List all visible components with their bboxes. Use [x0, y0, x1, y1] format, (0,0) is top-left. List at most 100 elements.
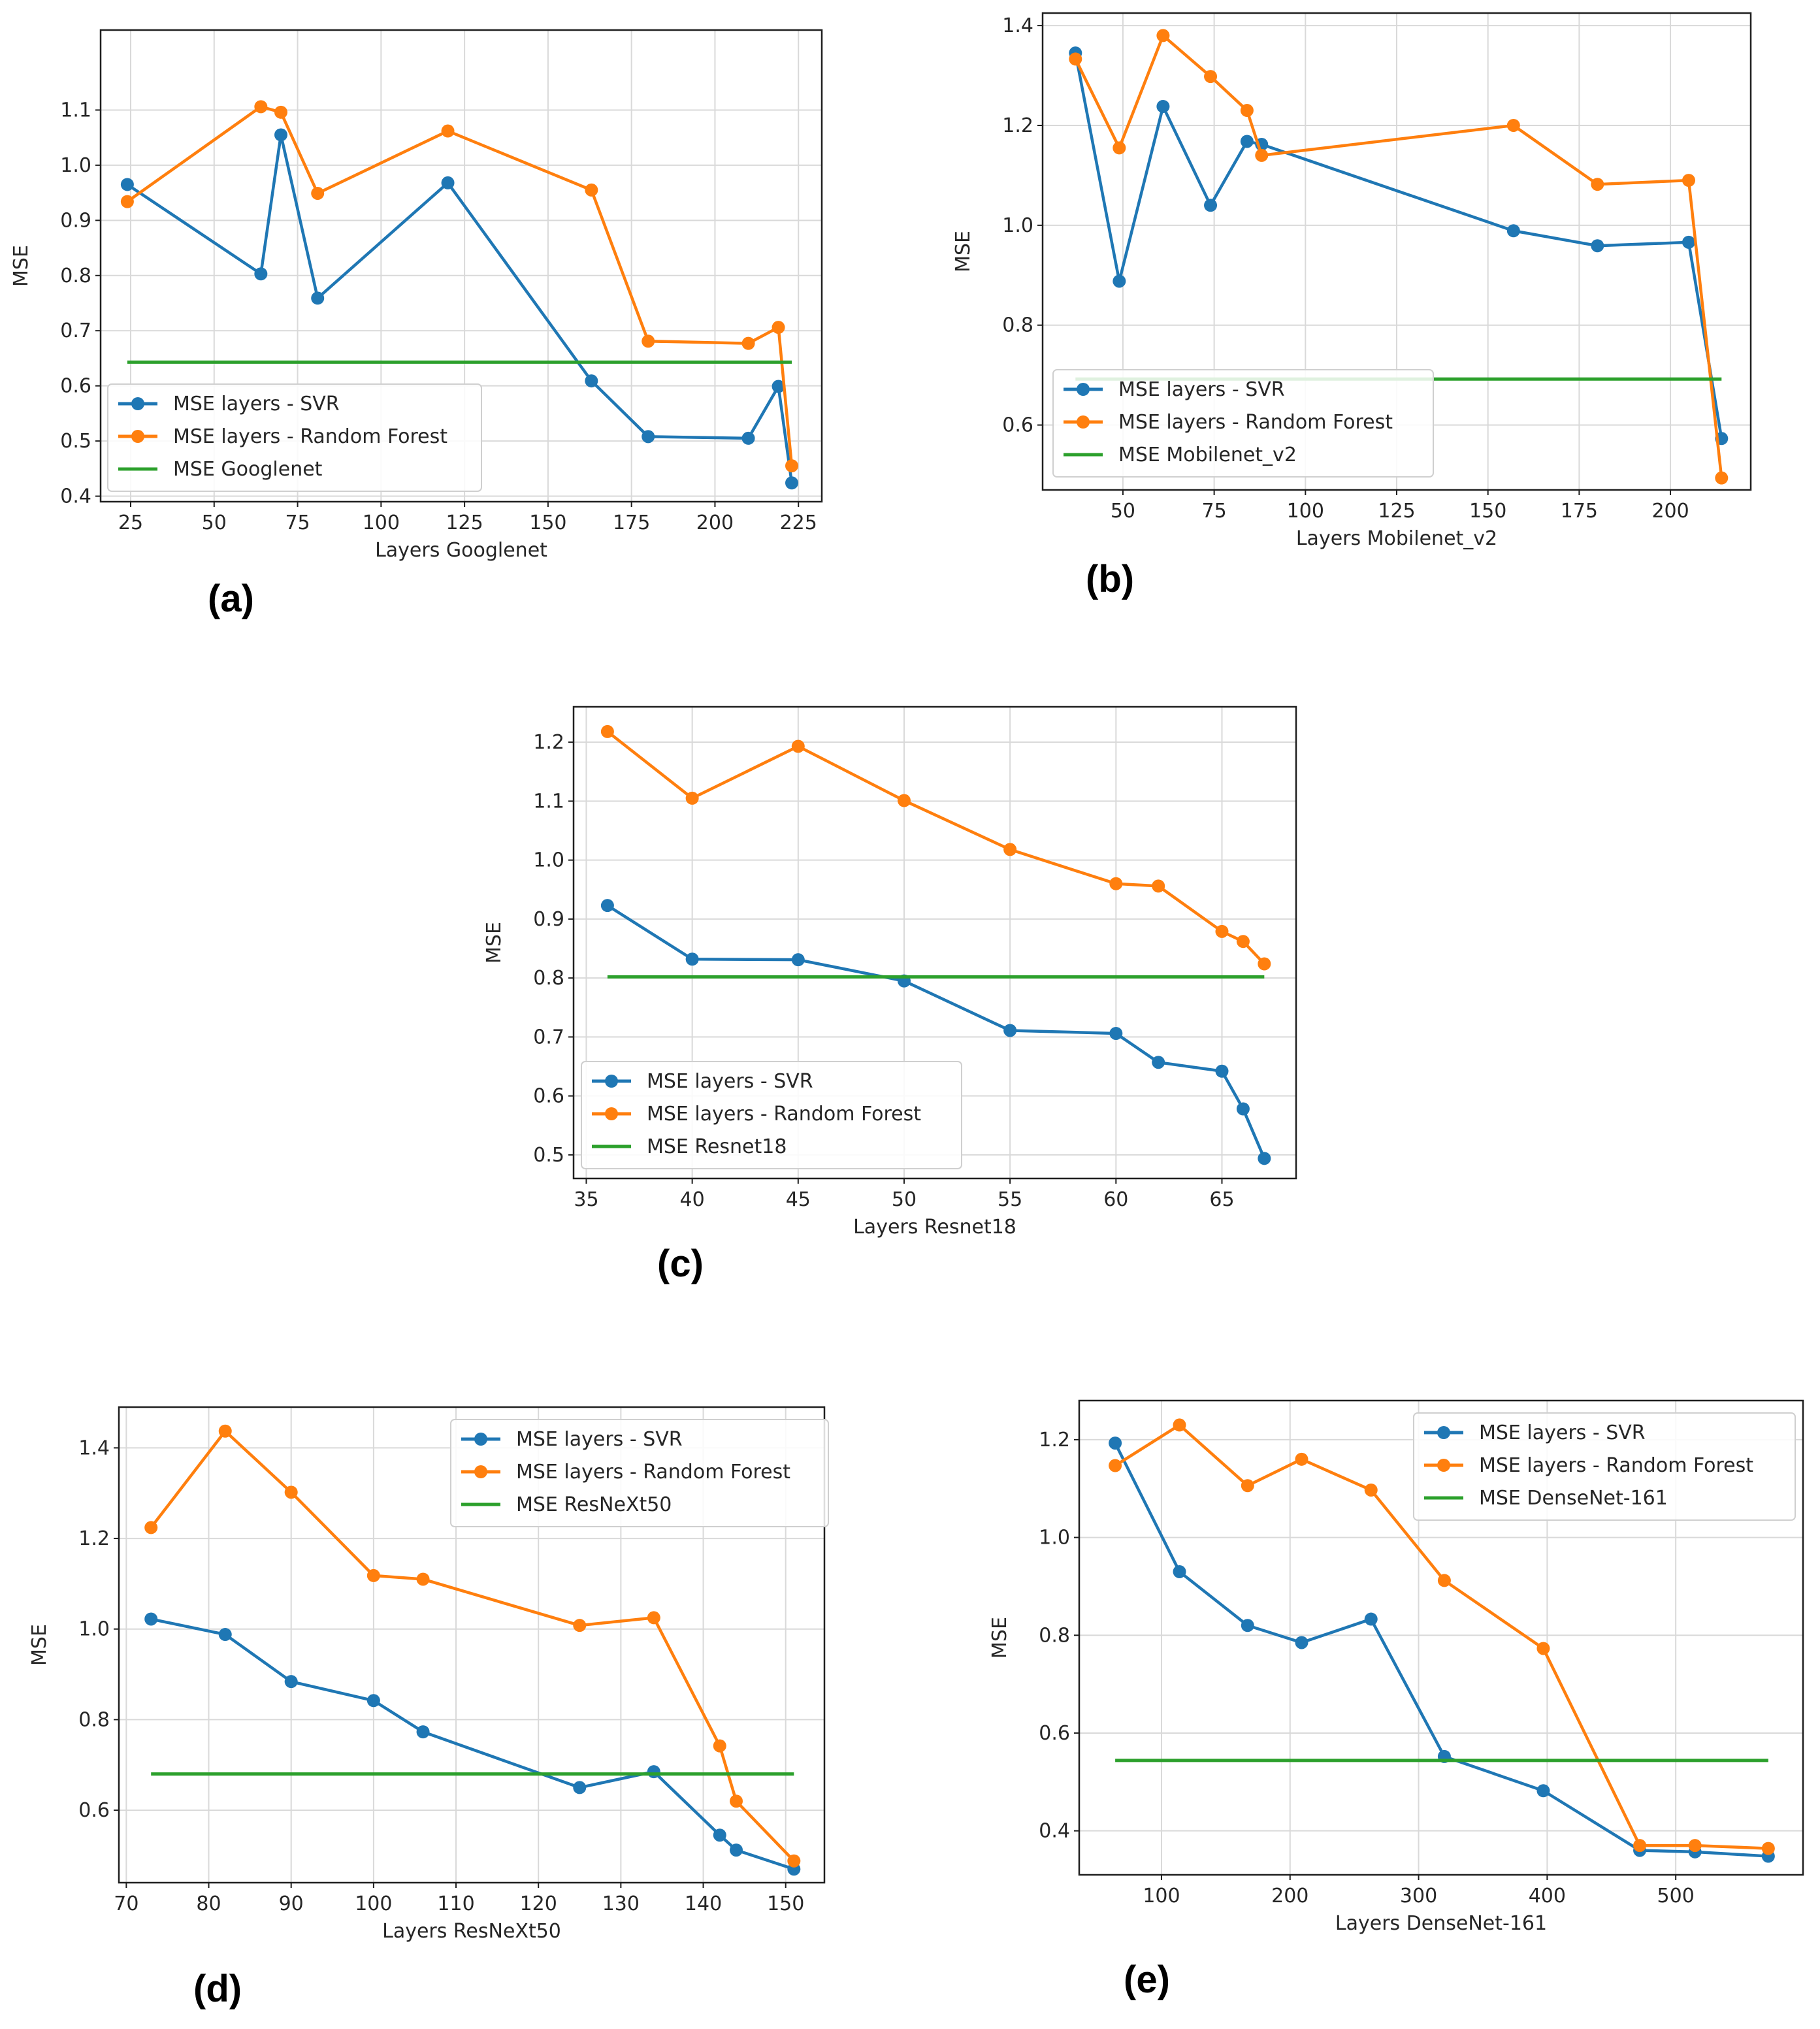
y-tick-label: 0.5	[533, 1144, 564, 1167]
y-tick-label: 0.6	[60, 375, 91, 398]
y-tick-label: 0.4	[60, 485, 91, 508]
data-point	[416, 1725, 430, 1739]
data-point	[1295, 1452, 1308, 1466]
data-point	[284, 1675, 298, 1689]
data-point	[1591, 178, 1604, 191]
data-point	[1633, 1839, 1647, 1853]
legend-box	[107, 383, 482, 492]
x-tick-label: 50	[892, 1188, 917, 1211]
legend-entry: MSE Mobilenet_v2	[1118, 444, 1297, 466]
series-line-1	[126, 105, 794, 466]
x-tick-label: 150	[767, 1892, 804, 1915]
data-point	[685, 791, 699, 805]
data-point	[218, 1628, 232, 1642]
x-tick-label: 140	[685, 1892, 722, 1915]
data-point	[1152, 879, 1165, 893]
data-point	[1240, 135, 1254, 148]
y-tick-label: 0.8	[78, 1708, 110, 1731]
y-tick-label: 0.6	[78, 1799, 110, 1822]
y-tick-label: 0.4	[1039, 1820, 1070, 1843]
y-tick-label: 1.2	[533, 731, 564, 754]
data-point	[1240, 104, 1254, 118]
legend-swatch-marker	[1437, 1426, 1450, 1439]
x-tick-label: 400	[1529, 1885, 1566, 1907]
data-point	[573, 1619, 587, 1632]
data-point	[416, 1572, 430, 1586]
data-point	[1688, 1839, 1702, 1853]
x-tick-label: 500	[1657, 1885, 1695, 1907]
x-tick-label: 60	[1103, 1188, 1128, 1211]
data-point	[274, 105, 287, 119]
data-point	[1591, 239, 1604, 253]
data-point	[1173, 1565, 1186, 1578]
data-point	[785, 476, 798, 490]
y-axis-label: MSE	[952, 231, 975, 272]
data-point	[1295, 1636, 1308, 1649]
data-point	[1255, 148, 1269, 162]
series-line-0	[126, 133, 794, 483]
legend-entry: MSE Resnet18	[647, 1135, 787, 1158]
x-tick-label: 200	[1271, 1885, 1308, 1907]
data-point	[1506, 118, 1520, 132]
data-point	[1715, 471, 1729, 485]
data-point	[730, 1843, 743, 1857]
data-point	[791, 953, 805, 967]
data-point	[1152, 1056, 1165, 1069]
legend-entry: MSE layers - Random Forest	[1479, 1454, 1753, 1477]
data-point	[585, 374, 598, 388]
x-tick-label: 25	[118, 511, 143, 534]
y-tick-label: 0.8	[1039, 1624, 1070, 1647]
data-point	[600, 899, 614, 913]
data-point	[1069, 52, 1082, 66]
data-point	[1215, 1064, 1229, 1078]
x-tick-label: 65	[1209, 1188, 1234, 1211]
data-point	[1109, 1437, 1122, 1450]
chart-panel-b: 50 75 100 125 150 175 200 0.6 0.8 1.0 1.2 1.4 Layers…	[952, 12, 1752, 600]
data-point	[642, 334, 655, 348]
data-point	[897, 794, 911, 807]
data-point	[120, 178, 134, 191]
y-tick-label: 0.5	[60, 430, 91, 453]
data-point	[647, 1765, 660, 1779]
chart-panel-c: 35 40 45 50 55 60 65 0.5 0.6 0.7 0.8 0.9 1.0 1.1 1.2 La…	[483, 706, 1297, 1285]
legend-box	[1052, 369, 1434, 478]
data-point	[366, 1694, 380, 1708]
data-point	[1215, 924, 1229, 938]
data-point	[642, 430, 655, 444]
series-line-0	[1114, 1442, 1768, 1858]
x-tick-label: 40	[680, 1188, 705, 1211]
chart-panel-e: 100 200 300 400 500 0.4 0.6 0.8 1.0 1.2 Layers Den…	[988, 1399, 1804, 2001]
legend-box	[581, 1061, 962, 1169]
plot-frame	[118, 1406, 826, 1884]
legend-swatch-marker	[605, 1075, 618, 1088]
y-axis-label: MSE	[483, 922, 506, 964]
data-point	[791, 739, 805, 753]
data-point	[284, 1485, 298, 1499]
chart-panel-a: 25 50 75 100 125 150 175 200 225 0.4 0.5 0.6 0.7 0.8 0…	[10, 29, 823, 620]
legend-entry: MSE layers - SVR	[647, 1070, 813, 1093]
legend-entry: MSE DenseNet-161	[1479, 1487, 1668, 1510]
y-tick-label: 0.8	[60, 265, 91, 287]
y-tick-label: 0.7	[533, 1026, 564, 1048]
data-point	[366, 1568, 380, 1582]
data-point	[1506, 224, 1520, 238]
legend-entry: MSE ResNeXt50	[516, 1493, 672, 1516]
data-point	[772, 380, 785, 393]
x-axis-label: Layers ResNeXt50	[382, 1920, 561, 1943]
y-tick-label: 1.0	[78, 1618, 110, 1641]
x-axis-label: Layers DenseNet-161	[1335, 1912, 1547, 1935]
data-point	[741, 431, 755, 445]
y-tick-label: 1.4	[78, 1437, 110, 1459]
data-point	[1536, 1642, 1550, 1655]
data-point	[600, 724, 614, 738]
series-line-1	[1074, 34, 1723, 478]
x-tick-label: 75	[285, 511, 310, 534]
y-tick-label: 0.6	[1039, 1722, 1070, 1745]
y-tick-label: 0.8	[1002, 314, 1033, 337]
data-point	[787, 1854, 801, 1868]
legend-entry: MSE layers - Random Forest	[516, 1461, 790, 1484]
panel-label: (a)	[208, 577, 254, 620]
data-point	[685, 952, 699, 966]
y-tick-label: 1.1	[60, 99, 91, 122]
